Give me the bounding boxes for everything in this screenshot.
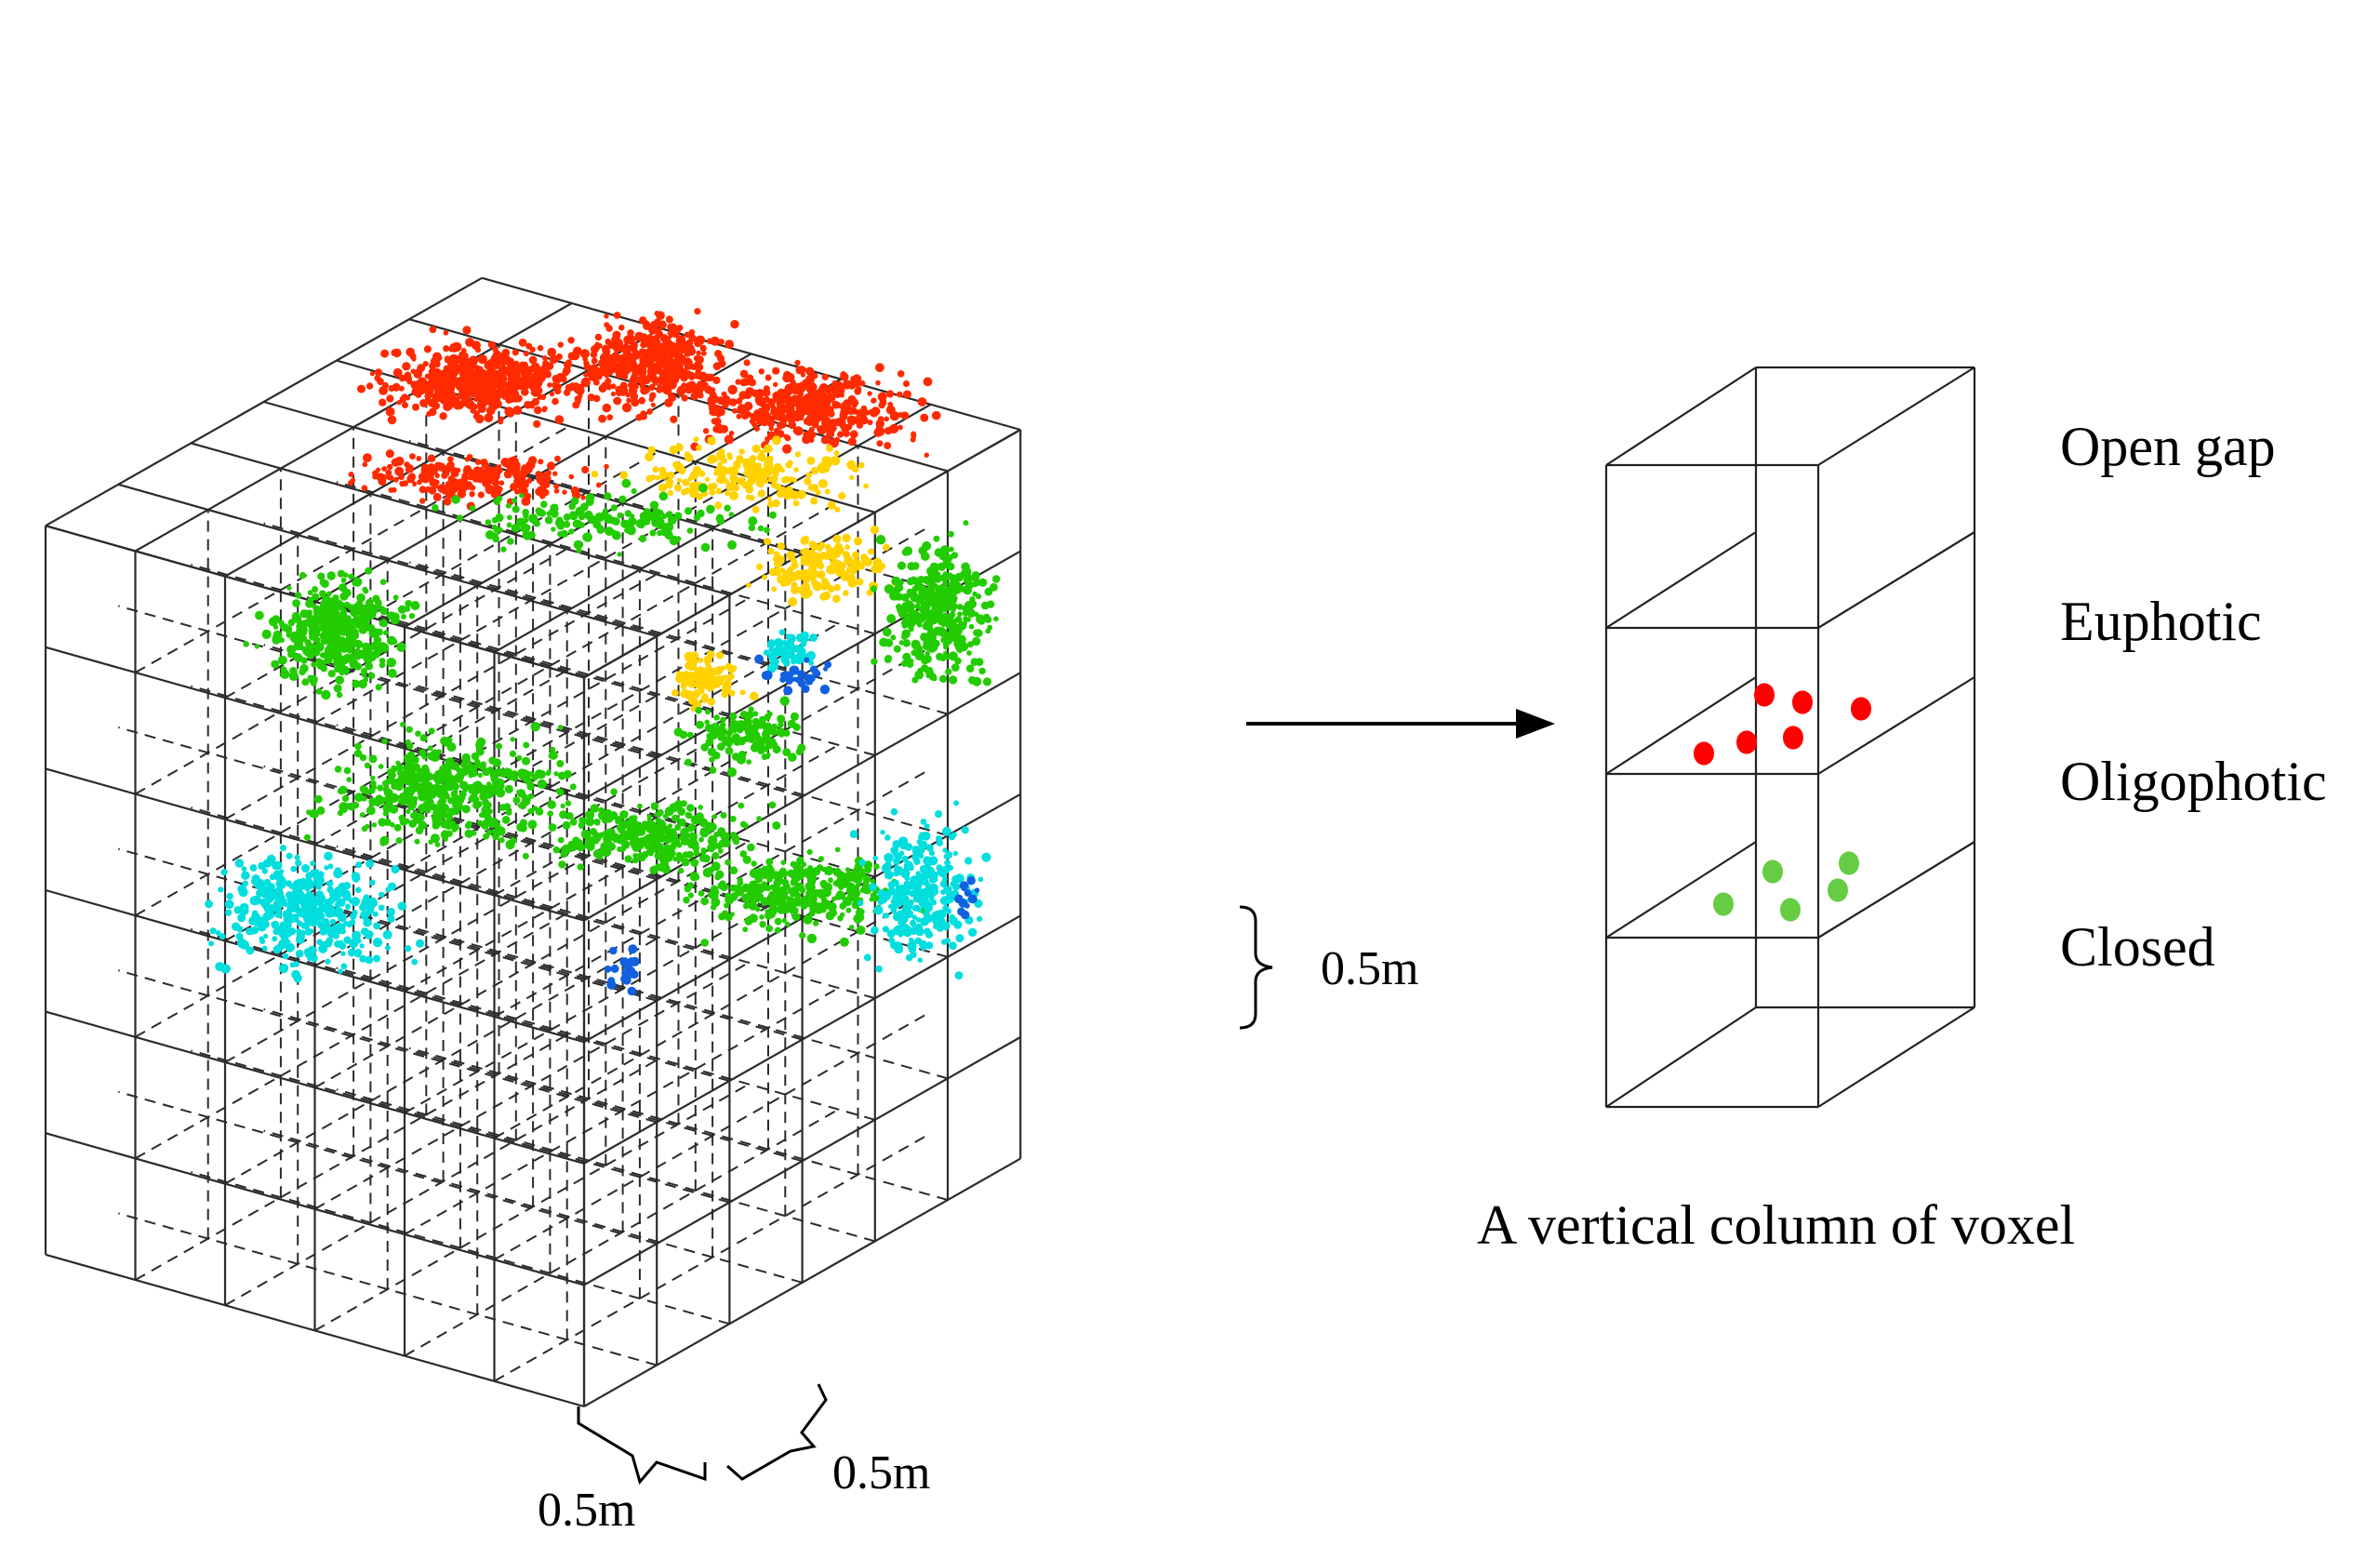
voxel-column-points bbox=[1694, 683, 1871, 922]
layer-label-open-gap: Open gap bbox=[2060, 416, 2276, 477]
point-cluster bbox=[646, 359, 941, 458]
point-cluster bbox=[746, 526, 899, 606]
point-cluster bbox=[683, 846, 927, 947]
column-edge bbox=[1605, 676, 1757, 775]
grid-line bbox=[224, 1056, 662, 1307]
column-edge bbox=[1817, 1006, 1975, 1108]
column-edge bbox=[1605, 366, 1757, 466]
point-cluster bbox=[591, 435, 869, 513]
point-cloud bbox=[205, 308, 1001, 996]
point-cluster bbox=[432, 478, 777, 557]
layer-label-euphotic: Euphotic bbox=[2060, 591, 2262, 652]
point-cluster bbox=[205, 845, 424, 983]
point-cluster bbox=[357, 326, 613, 428]
grid-line bbox=[408, 1046, 949, 1201]
column-point bbox=[1780, 898, 1801, 922]
point-cluster bbox=[754, 654, 832, 696]
right-arrow-icon bbox=[1246, 709, 1555, 739]
point-cluster bbox=[303, 722, 577, 850]
column-edge bbox=[1605, 531, 1757, 629]
point-cluster bbox=[763, 629, 818, 673]
vertical-dimension-bracket bbox=[1239, 905, 1273, 1030]
column-caption: A vertical column of voxel bbox=[1477, 1194, 2075, 1256]
point-cluster bbox=[849, 800, 991, 979]
column-point bbox=[1792, 690, 1813, 714]
layer-label-oligophotic: Oligophotic bbox=[2060, 751, 2327, 812]
voxel-grid-hidden-lines bbox=[117, 344, 949, 1382]
point-cluster bbox=[671, 650, 759, 713]
column-point bbox=[1694, 741, 1714, 766]
column-point bbox=[1736, 730, 1757, 754]
point-cluster bbox=[673, 696, 806, 778]
grid-line bbox=[408, 926, 949, 1080]
grid-line bbox=[191, 564, 730, 718]
column-edge bbox=[1605, 1006, 1757, 1108]
column-point bbox=[1828, 878, 1848, 902]
point-cluster bbox=[347, 449, 609, 511]
voxel-column bbox=[1604, 366, 1976, 1109]
vertical-dimension-label: 0.5m bbox=[1321, 942, 1418, 995]
grid-line bbox=[45, 276, 483, 527]
grid-line bbox=[135, 1031, 573, 1281]
column-point bbox=[1754, 683, 1775, 707]
column-edge bbox=[1817, 531, 1975, 629]
column-point bbox=[1762, 859, 1783, 884]
side-dimension-label: 0.5m bbox=[832, 1446, 930, 1499]
point-cluster bbox=[521, 788, 781, 881]
point-cluster bbox=[604, 944, 640, 996]
grid-line bbox=[336, 481, 876, 635]
column-edge bbox=[1817, 841, 1975, 939]
layer-label-closed: Closed bbox=[2060, 916, 2215, 978]
column-edge bbox=[1817, 676, 1975, 775]
point-cluster bbox=[554, 308, 741, 423]
column-point bbox=[1839, 851, 1859, 875]
grid-line bbox=[408, 683, 949, 837]
grid-line bbox=[408, 561, 949, 715]
point-cluster bbox=[870, 520, 1001, 686]
side-dimension-bracket bbox=[726, 1383, 828, 1481]
grid-line bbox=[45, 525, 585, 679]
point-cluster bbox=[954, 876, 980, 920]
column-edge bbox=[1605, 841, 1757, 939]
grid-line bbox=[481, 276, 1021, 432]
column-point bbox=[1783, 726, 1803, 750]
column-point bbox=[1851, 697, 1871, 721]
column-point bbox=[1713, 892, 1734, 916]
front-dimension-bracket bbox=[577, 1406, 707, 1486]
front-dimension-label: 0.5m bbox=[538, 1484, 635, 1537]
point-cluster bbox=[243, 566, 420, 700]
column-edge bbox=[1817, 366, 1975, 466]
